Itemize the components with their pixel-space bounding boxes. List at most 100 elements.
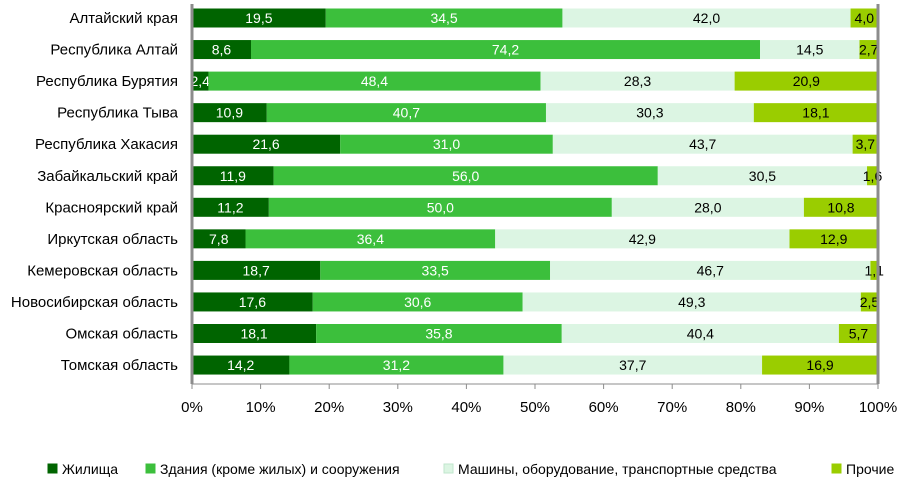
data-label: 1,1 <box>864 262 884 278</box>
x-tick-label: 80% <box>726 399 756 416</box>
data-label: 17,6 <box>239 294 266 310</box>
data-label: 18,1 <box>240 326 267 342</box>
bar-segment <box>495 229 790 249</box>
category-label: Алтайский края <box>69 10 178 27</box>
category-label: Омская область <box>65 326 178 343</box>
data-label: 42,0 <box>693 10 720 26</box>
data-label: 33,5 <box>422 262 449 278</box>
bar-segment <box>789 229 878 249</box>
bar-segment <box>859 40 878 60</box>
bar-segment <box>838 324 878 343</box>
data-label: 21,6 <box>252 136 279 152</box>
x-tick-label: 0% <box>181 399 203 416</box>
x-tick-label: 50% <box>520 399 550 416</box>
data-label: 2,5 <box>860 294 880 310</box>
bar-segment <box>192 355 290 375</box>
category-label: Томская область <box>61 357 178 374</box>
legend-swatch <box>443 463 454 474</box>
x-tick-label: 90% <box>794 399 824 416</box>
legend-label: Машины, оборудование, транспортные средс… <box>458 461 777 477</box>
data-label: 48,4 <box>361 73 388 89</box>
bar-segment <box>545 103 754 123</box>
data-label: 34,5 <box>430 10 457 26</box>
bar-segment <box>192 103 267 123</box>
data-label: 40,7 <box>393 105 420 121</box>
bar-segment <box>266 103 546 123</box>
data-label: 5,7 <box>849 326 869 342</box>
data-label: 10,8 <box>827 199 854 215</box>
bar-segment <box>273 166 658 186</box>
bar-segment <box>312 292 523 312</box>
bar-segment <box>192 324 317 343</box>
bar-segment <box>250 40 761 60</box>
data-label: 2,4 <box>190 73 210 89</box>
data-label: 42,9 <box>629 231 656 247</box>
data-label: 46,7 <box>697 262 724 278</box>
bar-segment <box>867 166 878 186</box>
data-label: 10,9 <box>216 105 243 121</box>
data-label: 14,5 <box>796 42 823 58</box>
bar-segment <box>657 166 868 186</box>
legend-label: Прочие <box>846 461 894 477</box>
data-label: 28,0 <box>694 199 721 215</box>
bar-segment <box>561 324 839 343</box>
data-label: 11,9 <box>220 168 246 184</box>
bar-segment <box>192 260 321 280</box>
data-label: 40,4 <box>687 326 714 342</box>
category-label: Забайкальский край <box>37 168 178 185</box>
bar-segment <box>540 71 735 91</box>
data-label: 3,7 <box>856 136 876 152</box>
legend-swatch <box>831 463 842 474</box>
x-tick-label: 20% <box>314 399 344 416</box>
bar-segment <box>760 40 860 60</box>
data-label: 16,9 <box>806 357 833 373</box>
bar-segment <box>268 197 612 217</box>
data-label: 43,7 <box>689 136 716 152</box>
bar-segment <box>562 8 851 28</box>
bar-segment <box>245 229 496 249</box>
bar-segment <box>192 40 251 60</box>
bar-segment <box>550 260 871 280</box>
data-label: 31,2 <box>383 357 410 373</box>
data-label: 18,7 <box>243 262 270 278</box>
bar-segment <box>192 166 274 186</box>
bar-segment <box>192 8 326 28</box>
data-label: 30,6 <box>404 294 431 310</box>
x-tick-label: 100% <box>859 399 897 416</box>
bar-segment <box>611 197 804 217</box>
legend-swatch <box>145 463 156 474</box>
x-tick-label: 40% <box>451 399 481 416</box>
data-label: 28,3 <box>624 73 651 89</box>
legend-swatch <box>47 463 58 474</box>
bar-segment <box>320 260 551 280</box>
category-label: Кемеровская область <box>27 262 178 279</box>
bar-segment <box>192 134 341 154</box>
data-label: 11,2 <box>217 199 243 215</box>
data-label: 19,5 <box>245 10 272 26</box>
data-label: 35,8 <box>425 326 452 342</box>
bar-segment <box>522 292 861 312</box>
category-label: Иркутская область <box>47 231 178 248</box>
category-label: Новосибирская область <box>11 294 178 311</box>
bar-segment <box>192 229 246 249</box>
bar-segment <box>316 324 562 343</box>
category-label: Республика Хакасия <box>35 136 178 153</box>
bar-segment <box>289 355 504 375</box>
bar-segment <box>208 71 541 91</box>
x-tick-label: 70% <box>657 399 687 416</box>
bar-segment <box>850 8 878 28</box>
data-label: 20,9 <box>793 73 820 89</box>
bar-segment <box>870 260 878 280</box>
data-label: 74,2 <box>492 42 519 58</box>
x-tick-label: 60% <box>589 399 619 416</box>
bar-segment <box>340 134 553 154</box>
bar-segment <box>325 8 563 28</box>
data-label: 30,3 <box>636 105 663 121</box>
bar-segment <box>192 292 313 312</box>
plot-area <box>192 4 878 384</box>
data-label: 12,9 <box>820 231 847 247</box>
bar-segment <box>734 71 878 91</box>
data-label: 37,7 <box>619 357 646 373</box>
data-label: 49,3 <box>678 294 705 310</box>
